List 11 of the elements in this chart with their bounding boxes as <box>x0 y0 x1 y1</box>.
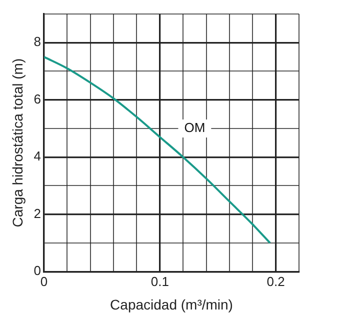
y-tick-label: 0 <box>34 263 42 278</box>
annotation: OM <box>184 120 206 136</box>
line-series <box>44 56 272 244</box>
x-tick-label: 0.1 <box>150 274 169 289</box>
x-tick-label: 0.2 <box>266 274 285 289</box>
y-tick-label: 6 <box>34 91 42 106</box>
x-axis-title: Capacidad (m³/min) <box>110 296 233 312</box>
y-tick-label: 2 <box>34 206 42 221</box>
y-tick-label: 4 <box>34 148 42 164</box>
y-axis-title: Carga hidrostática total (m) <box>9 58 26 228</box>
y-tick-label: 8 <box>34 34 42 50</box>
